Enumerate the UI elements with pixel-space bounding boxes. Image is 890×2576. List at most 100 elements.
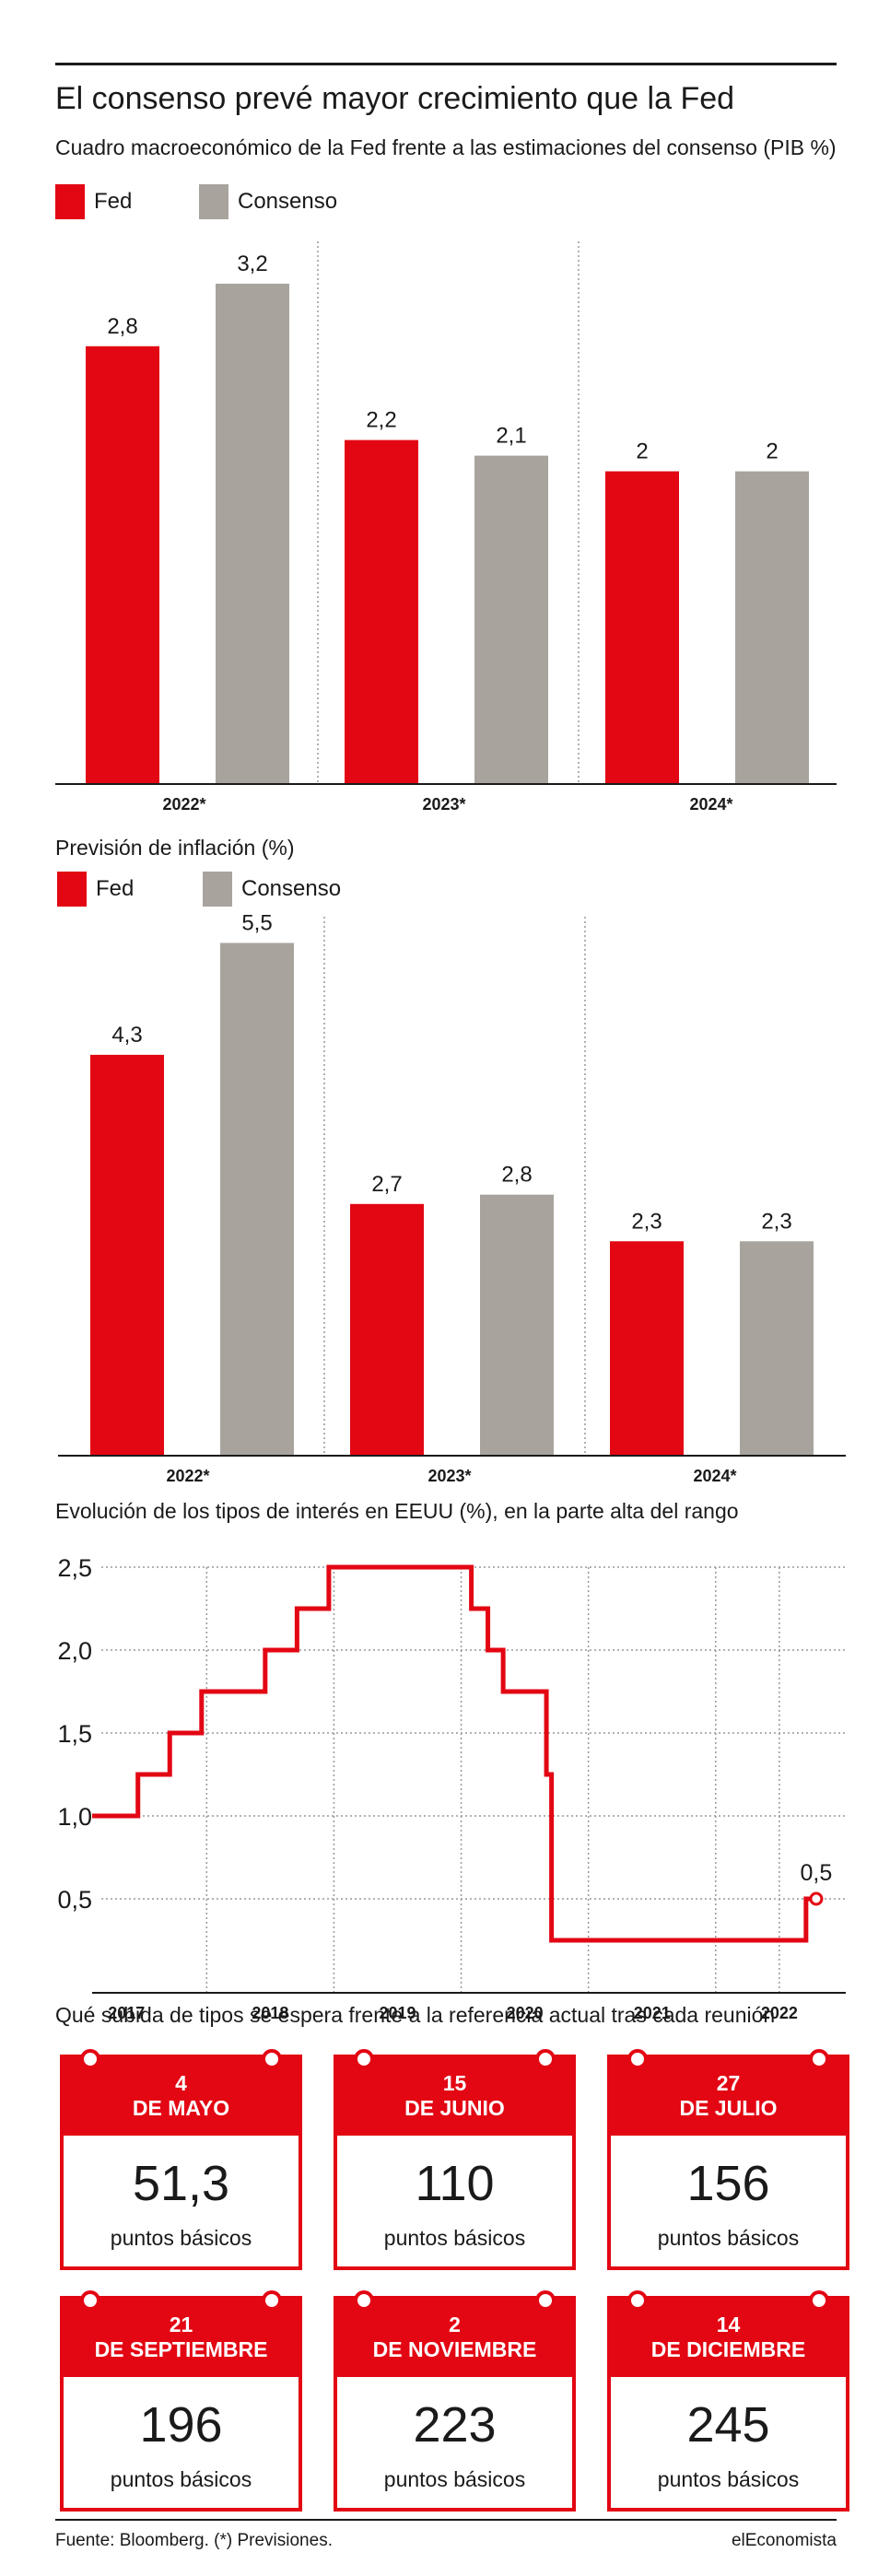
y-tick-label: 1,5 (57, 1720, 92, 1748)
brand-logo: elEconomista (731, 2531, 837, 2550)
top-rule (55, 63, 837, 65)
calendar-ring-icon (809, 2049, 829, 2069)
calendar-header: 15 DE JUNIO (334, 2049, 576, 2136)
meeting-value: 223 (413, 2397, 497, 2453)
calendar-ring-icon (80, 2049, 100, 2069)
calendar-ring-icon (80, 2290, 100, 2311)
x-tick-label: 2017 (108, 2004, 145, 2022)
meeting-month: DE NOVIEMBRE (372, 2337, 537, 2361)
meeting-day: 2 (449, 2313, 461, 2336)
meeting-value: 156 (686, 2156, 770, 2211)
calendar-header: 4 DE MAYO (60, 2049, 302, 2136)
bar-fed-2023 (350, 1203, 424, 1456)
x-tick-label: 2024* (689, 795, 732, 814)
calendar-ring-icon (262, 2049, 282, 2069)
bar-consenso-2022 (220, 943, 294, 1456)
data-label: 4,3 (111, 1023, 142, 1048)
calendar-ring-icon (354, 2290, 374, 2311)
inflation-bar-chart: 4,3 5,5 2022* 2,7 2,8 2023* 2,3 2,3 2024* (58, 910, 846, 1485)
rates-line-chart: 1,0 1,5 2,0 2,5 0,5 2017 2018 2019 2020 2021 2022 0… (57, 1554, 846, 2022)
x-tick-label: 2022* (166, 1467, 209, 1485)
y-tick-label: 2,5 (57, 1554, 92, 1582)
x-tick-label: 2024* (693, 1467, 736, 1485)
legend-label-consenso: Consenso (238, 189, 338, 214)
y-tick-label: 0,5 (57, 1886, 92, 1914)
bottom-rule (55, 2519, 837, 2521)
legend-label-fed: Fed (94, 189, 133, 214)
bar-consenso-2022 (216, 283, 289, 784)
legend-label-fed: Fed (96, 876, 135, 901)
gdp-legend: Fed Consenso (55, 184, 359, 221)
legend-swatch-fed (57, 872, 87, 907)
meeting-unit: puntos básicos (383, 2467, 526, 2491)
meeting-date: 27 DE JULIO (607, 2071, 849, 2121)
x-tick-label: 2022* (162, 795, 205, 814)
calendar-body: 245 puntos básicos (607, 2377, 849, 2512)
meeting-day: 27 (716, 2071, 741, 2095)
rates-chart-title: Evolución de los tipos de interés en EEU… (55, 1499, 739, 1523)
meeting-date: 2 DE NOVIEMBRE (334, 2313, 576, 2362)
inflation-chart-title: Previsión de inflación (%) (55, 836, 295, 860)
meeting-card: 27 DE JULIO 156 puntos básicos (607, 2049, 849, 2270)
bar-fed-2022 (90, 1054, 164, 1456)
inflation-legend: Fed Consenso (57, 872, 361, 908)
x-tick-label: 2023* (422, 795, 465, 814)
x-tick-label: 2019 (379, 2004, 416, 2022)
data-label: 5,5 (241, 910, 272, 935)
gdp-bar-chart: 2,8 3,2 2022* 2,2 2,1 2023* 2 2 2024* (55, 241, 837, 814)
data-label: 2,1 (496, 424, 526, 449)
data-label: 2,8 (107, 314, 137, 339)
calendar-ring-icon (535, 2290, 556, 2311)
end-point-marker (809, 1891, 824, 1906)
data-label: 3,2 (237, 252, 267, 276)
calendar-ring-icon (627, 2290, 648, 2311)
calendar-body: 196 puntos básicos (60, 2377, 302, 2512)
meeting-unit: puntos básicos (110, 2467, 252, 2491)
bar-consenso-2023 (480, 1194, 554, 1456)
legend-label-consenso: Consenso (241, 876, 342, 901)
data-label: 2 (636, 439, 648, 464)
bar-fed-2023 (345, 439, 418, 784)
x-tick-label: 2022 (761, 2004, 798, 2022)
calendar-body: 51,3 puntos básicos (60, 2136, 302, 2270)
meeting-card: 2 DE NOVIEMBRE 223 puntos básicos (334, 2290, 576, 2512)
meeting-month: DE JUNIO (404, 2096, 505, 2120)
bar-consenso-2024 (740, 1241, 814, 1456)
meeting-unit: puntos básicos (657, 2467, 800, 2491)
calendar-body: 223 puntos básicos (334, 2377, 576, 2512)
meeting-card: 21 DE SEPTIEMBRE 196 puntos básicos (60, 2290, 302, 2512)
calendar-header: 27 DE JULIO (607, 2049, 849, 2136)
data-label: 2,8 (501, 1163, 532, 1188)
data-label: 2,3 (631, 1209, 662, 1234)
meeting-value: 245 (686, 2397, 770, 2453)
data-label: 2 (766, 439, 778, 464)
gdp-chart-title: Cuadro macroeconómico de la Fed frente a… (55, 135, 837, 159)
calendar-ring-icon (809, 2290, 829, 2311)
meeting-unit: puntos básicos (383, 2226, 526, 2250)
meeting-date: 14 DE DICIEMBRE (607, 2313, 849, 2362)
bar-consenso-2024 (735, 471, 809, 784)
calendar-ring-icon (262, 2290, 282, 2311)
meeting-card: 4 DE MAYO 51,3 puntos básicos (60, 2049, 302, 2270)
meeting-value: 110 (415, 2156, 495, 2211)
x-tick-label: 2018 (252, 2004, 288, 2022)
x-tick-label: 2021 (634, 2004, 671, 2022)
meeting-month: DE DICIEMBRE (650, 2337, 806, 2361)
calendar-ring-icon (627, 2049, 648, 2069)
bar-fed-2024 (610, 1241, 684, 1456)
rate-series-line (92, 1564, 816, 1943)
meeting-value: 51,3 (132, 2156, 230, 2211)
meeting-date: 21 DE SEPTIEMBRE (60, 2313, 302, 2362)
meeting-date: 4 DE MAYO (60, 2071, 302, 2121)
calendar-header: 21 DE SEPTIEMBRE (60, 2290, 302, 2377)
meeting-date: 15 DE JUNIO (334, 2071, 576, 2121)
meeting-value: 196 (139, 2397, 223, 2453)
calendar-ring-icon (535, 2049, 556, 2069)
y-tick-label: 1,0 (57, 1803, 92, 1831)
calendar-body: 110 puntos básicos (334, 2136, 576, 2270)
meeting-card: 15 DE JUNIO 110 puntos básicos (334, 2049, 576, 2270)
meeting-day: 14 (716, 2313, 741, 2336)
meeting-day: 4 (175, 2071, 187, 2095)
legend-swatch-consenso (199, 184, 228, 219)
x-tick-label: 2020 (507, 2004, 544, 2022)
